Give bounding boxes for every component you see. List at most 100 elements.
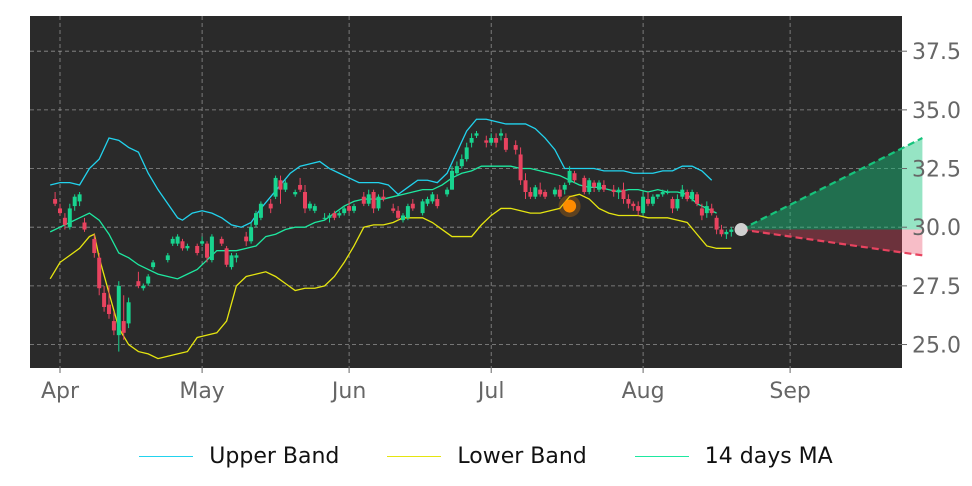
candle-49 [342,206,347,216]
y-tick-label-1: 27.5 [912,275,961,300]
candle-body-28 [219,238,224,244]
candle-body-29 [224,248,229,265]
candle-body-106 [665,192,670,193]
candle-118 [724,229,729,239]
candle-body-48 [337,213,342,216]
candle-body-67 [450,170,454,190]
candle-76 [499,128,503,141]
candle-body-92 [592,182,597,188]
signal-marker [563,199,577,213]
candle-85 [552,187,557,197]
candle-body-56 [381,196,386,200]
candle-58 [396,206,401,221]
candle-body-104 [655,194,660,197]
candle-45 [322,213,327,221]
candle-82 [533,184,538,200]
forecast-upper-line [740,137,923,231]
candle-104 [655,194,660,200]
candle-14 [126,297,131,329]
candle-body-38 [278,180,283,190]
candle-30 [229,253,234,270]
candle-body-41 [298,184,303,190]
candle-31 [234,253,239,263]
candle-112 [695,192,699,207]
candle-body-57 [391,208,396,211]
candle-42 [303,184,307,214]
legend-label-lower-band: Lower Band [457,443,587,469]
candle-body-87 [562,184,567,190]
candle-body-117 [719,229,724,235]
legend-swatch-ma [634,455,689,457]
forecast-cone [740,137,923,257]
candle-body-62 [420,201,425,214]
candle-103 [650,194,655,207]
candle-body-35 [258,203,263,218]
candle-34 [254,210,258,228]
candle-90 [582,175,587,195]
candle-97 [621,182,626,204]
candle-8 [97,253,102,296]
candle-body-22 [180,241,185,249]
candle-body-39 [283,182,288,190]
legend-label-upper-band: Upper Band [209,443,340,469]
candle-10 [107,285,111,319]
candle-96 [616,187,621,200]
candle-24 [195,243,200,256]
candle-body-43 [307,203,312,209]
candle-body-116 [714,217,719,230]
candle-body-73 [484,140,489,143]
candle-body-44 [312,206,317,211]
candle-18 [151,260,156,270]
candle-17 [146,274,151,286]
candle-107 [670,196,675,214]
candle-23 [185,243,190,251]
candle-2 [62,213,67,230]
candle-body-90 [582,177,587,192]
candle-77 [503,133,508,153]
candle-body-66 [445,189,450,195]
candle-body-102 [646,199,650,204]
candle-102 [646,192,650,207]
candle-78 [513,140,518,155]
candle-6 [82,217,87,232]
y-tick-label-5: 37.5 [912,40,961,65]
candle-79 [518,147,523,185]
candle-37 [273,175,278,200]
legend-swatch-upper-band [139,455,194,457]
candle-33 [249,222,254,244]
candle-35 [258,201,263,221]
candle-body-69 [459,159,464,167]
candle-body-99 [631,203,636,207]
candle-body-61 [410,203,415,209]
candle-53 [366,189,371,207]
candle-41 [298,177,303,192]
candle-body-85 [552,189,557,195]
candle-body-77 [503,138,508,150]
candle-12 [116,281,121,352]
candle-body-63 [425,199,430,204]
candle-13 [121,295,126,340]
candle-body-72 [474,133,479,136]
candle-body-19 [165,255,170,261]
candle-body-59 [401,215,405,221]
x-tick-label-3: Jul [476,379,505,404]
candle-body-25 [200,241,205,244]
candle-4 [72,194,77,211]
candle-108 [675,194,680,211]
candle-body-36 [268,203,273,209]
candle-body-12 [116,285,121,336]
candle-body-114 [704,206,709,214]
candle-body-93 [597,182,601,190]
candle-body-23 [185,245,190,249]
candle-57 [391,203,396,214]
y-axis-ticks: 25.0 27.5 30.0 32.5 35.0 37.5 [902,40,961,359]
candle-body-81 [528,192,533,197]
candle-body-74 [489,138,494,143]
x-tick-label-5: Sep [769,379,810,404]
x-tick-label-2: Jun [330,379,366,404]
forecast-origin-marker [734,223,748,237]
candle-15 [136,271,141,289]
x-tick-label-4: Aug [622,379,665,404]
candle-55 [376,194,381,211]
candle-117 [719,224,724,237]
